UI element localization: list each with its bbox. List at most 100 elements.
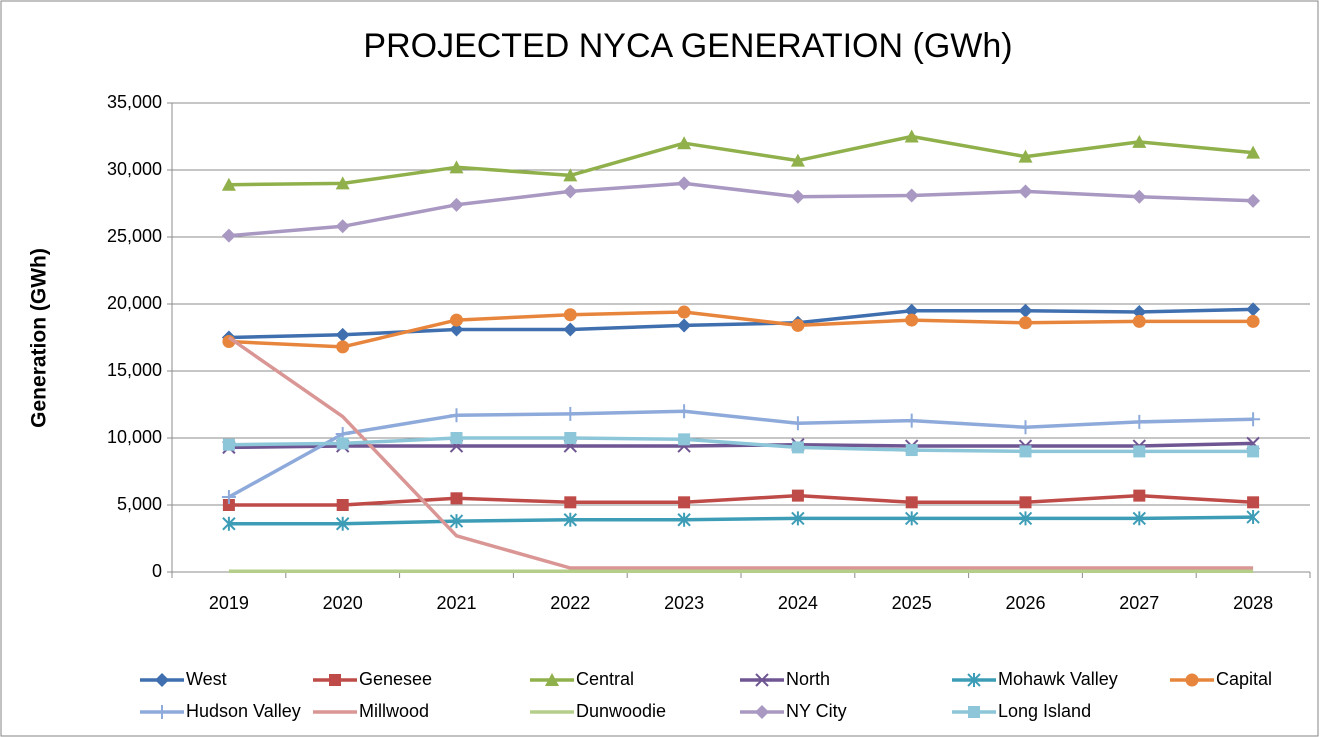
marker (790, 153, 805, 167)
marker (450, 492, 463, 505)
marker (755, 673, 769, 687)
y-axis-label: Generation (GWh) (28, 248, 51, 428)
series-line (228, 409, 1254, 499)
marker (677, 305, 691, 319)
legend-label: Hudson Valley (186, 701, 301, 721)
marker (790, 189, 805, 204)
marker (336, 340, 350, 354)
marker (677, 404, 692, 419)
x-tick-label: 2021 (436, 593, 476, 613)
y-tick-label: 35,000 (107, 92, 162, 112)
marker (335, 219, 350, 234)
marker (677, 136, 692, 150)
legend-label: Capital (1216, 669, 1272, 689)
x-tick-label: 2020 (323, 593, 363, 613)
marker (449, 197, 464, 212)
marker (222, 499, 235, 511)
marker (563, 322, 578, 337)
marker (1018, 149, 1033, 163)
marker (1247, 496, 1260, 509)
marker (449, 514, 464, 529)
marker (1019, 445, 1032, 458)
marker (221, 489, 236, 504)
marker (1247, 445, 1260, 458)
marker (545, 673, 559, 686)
x-tick-label: 2027 (1119, 593, 1159, 613)
y-tick-label: 0 (152, 561, 162, 581)
series-line (228, 181, 1254, 238)
y-tick-label: 30,000 (107, 159, 162, 179)
marker (905, 313, 919, 327)
marker (563, 184, 578, 199)
marker (155, 705, 169, 719)
legend-label: Long Island (998, 701, 1091, 721)
marker (221, 177, 236, 191)
marker (564, 496, 577, 509)
y-tick-label: 10,000 (107, 427, 162, 447)
marker (563, 512, 578, 527)
marker (1246, 314, 1260, 328)
marker (1019, 316, 1032, 330)
marker (335, 176, 350, 190)
marker (904, 129, 919, 143)
marker (563, 308, 577, 322)
y-tick-label: 25,000 (107, 226, 162, 246)
marker (791, 441, 804, 454)
marker (904, 413, 919, 428)
marker (678, 496, 691, 509)
marker (449, 160, 464, 174)
marker (1185, 673, 1199, 687)
legend-label: Mohawk Valley (998, 669, 1118, 689)
marker (755, 705, 769, 719)
marker (1132, 189, 1147, 204)
marker (1132, 314, 1146, 328)
x-tick-label: 2022 (550, 593, 590, 613)
legend-label: North (786, 669, 830, 689)
marker (450, 432, 463, 444)
series-line (228, 441, 1254, 450)
marker (222, 516, 236, 531)
marker (1018, 303, 1033, 318)
x-tick-label: 2028 (1233, 593, 1273, 613)
x-tick-label: 2024 (778, 593, 818, 613)
marker (905, 444, 918, 457)
legend-label: NY City (786, 701, 847, 721)
marker (905, 496, 918, 509)
x-tick-label: 2019 (209, 593, 249, 613)
marker (450, 313, 463, 327)
marker (904, 511, 919, 526)
y-tick-label: 15,000 (107, 360, 162, 380)
marker (1246, 145, 1261, 159)
marker (791, 318, 805, 332)
series-line (228, 310, 1254, 349)
y-tick-label: 5,000 (117, 494, 162, 514)
marker (791, 489, 804, 502)
marker (791, 511, 805, 526)
marker (904, 188, 919, 203)
marker (1132, 414, 1147, 429)
marker (222, 438, 235, 451)
y-tick-label: 20,000 (107, 293, 162, 313)
marker (1132, 511, 1147, 526)
marker (677, 512, 691, 527)
marker (1246, 193, 1261, 208)
legend-label: Dunwoodie (576, 701, 666, 721)
marker (1018, 184, 1033, 199)
series-line (228, 515, 1254, 526)
series-line (228, 134, 1254, 187)
marker (1246, 302, 1261, 317)
marker (790, 416, 805, 431)
x-tick-label: 2026 (1005, 593, 1045, 613)
marker (335, 327, 350, 342)
marker (449, 408, 464, 423)
marker (336, 437, 349, 450)
marker (335, 516, 350, 531)
marker (1018, 511, 1033, 526)
chart-title: PROJECTED NYCA GENERATION (GWh) (363, 27, 1012, 65)
marker (1019, 496, 1032, 509)
marker (1018, 420, 1033, 435)
marker (155, 673, 169, 687)
